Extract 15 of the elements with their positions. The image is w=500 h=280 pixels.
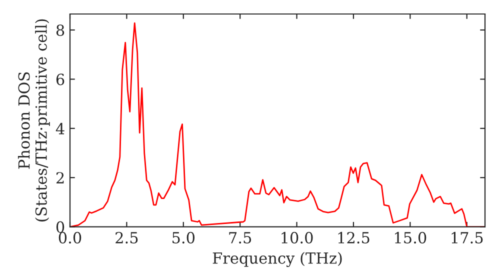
y-axis-title: Phonon DOS (States/THz·primitive cell) bbox=[18, 19, 50, 222]
x-tick-label: 10.0 bbox=[282, 232, 313, 244]
y-tick-label: 0 bbox=[56, 221, 64, 233]
x-tick-label: 15.0 bbox=[395, 232, 426, 244]
x-tick-label: 5.0 bbox=[172, 232, 195, 244]
x-tick-label: 12.5 bbox=[338, 232, 370, 244]
x-tick-label: 2.5 bbox=[116, 232, 138, 244]
x-tick-label: 17.5 bbox=[452, 232, 483, 244]
y-tick-label: 6 bbox=[56, 74, 64, 86]
x-tick-label: 0.0 bbox=[58, 232, 82, 244]
y-tick-label: 2 bbox=[56, 172, 64, 184]
x-tick-label: 7.5 bbox=[229, 232, 252, 244]
y-tick-label: 4 bbox=[56, 122, 64, 134]
y-tick-label: 8 bbox=[56, 24, 64, 36]
x-axis-title: Frequency (THz) bbox=[212, 252, 342, 268]
